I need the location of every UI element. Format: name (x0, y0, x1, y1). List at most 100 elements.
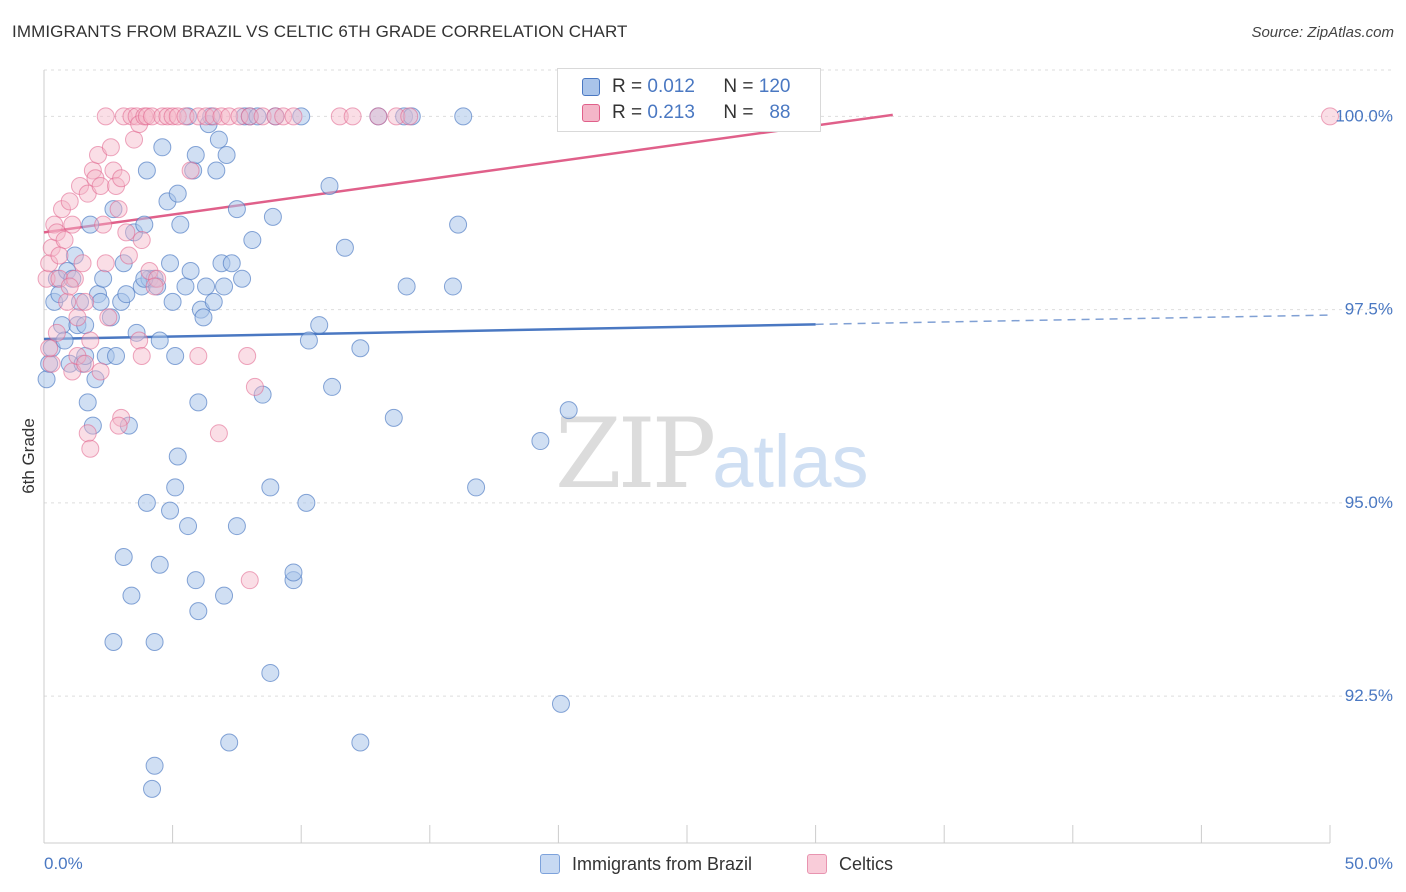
point-celtics (101, 138, 120, 157)
point-brazil (143, 779, 162, 798)
point-celtics (109, 200, 128, 219)
point-brazil (65, 246, 84, 265)
y-tick-label: 100.0% (1335, 106, 1393, 125)
brazil-swatch (582, 78, 600, 96)
point-brazil (81, 215, 100, 234)
point-brazil (443, 277, 462, 296)
point-brazil (209, 130, 228, 149)
axes (43, 70, 1331, 844)
point-celtics (50, 246, 69, 265)
point-celtics (109, 416, 128, 435)
point-brazil (78, 393, 97, 412)
y-axis-title: 6th Grade (19, 418, 38, 494)
point-brazil (114, 547, 133, 566)
point-celtics (94, 215, 113, 234)
brazil-legend-swatch (540, 854, 560, 874)
brazil-r-value: 0.012 (647, 76, 695, 97)
point-brazil (176, 277, 195, 296)
r-label: R = (612, 102, 643, 123)
point-brazil (397, 277, 416, 296)
point-brazil (297, 493, 316, 512)
point-brazil (261, 478, 280, 497)
brazil-n-value: 120 (758, 76, 791, 97)
celtics-r-value: 0.213 (647, 102, 695, 123)
y-tick-label: 95.0% (1345, 493, 1393, 512)
point-brazil (179, 517, 198, 536)
point-celtics (96, 107, 115, 126)
x-tick-label: 0.0% (44, 854, 83, 873)
point-brazil (263, 207, 282, 226)
point-celtics (58, 292, 77, 311)
point-brazil (171, 215, 190, 234)
point-celtics (42, 354, 61, 373)
point-brazil (37, 370, 56, 389)
point-celtics (91, 362, 110, 381)
point-brazil (227, 517, 246, 536)
point-brazil (150, 555, 169, 574)
point-celtics (73, 254, 92, 273)
legend-row-brazil: R = 0.012 N = 120 (582, 76, 790, 98)
point-celtics (284, 107, 303, 126)
point-brazil (94, 269, 113, 288)
point-celtics (50, 269, 69, 288)
point-brazil (104, 200, 123, 219)
point-brazil (261, 663, 280, 682)
point-celtics (238, 347, 257, 366)
point-celtics (63, 215, 82, 234)
trend-dashed-brazil (815, 314, 1331, 326)
point-brazil (197, 277, 216, 296)
point-celtics (181, 161, 200, 180)
watermark-atlas: atlas (712, 420, 869, 503)
legend-item-brazil[interactable]: Immigrants from Brazil (540, 853, 752, 875)
point-celtics (369, 107, 388, 126)
point-celtics (112, 169, 131, 188)
point-celtics (274, 107, 293, 126)
trend-line-brazil (43, 314, 1331, 341)
point-brazil (217, 146, 236, 165)
correlation-legend: R = 0.012 N = 120 R = 0.213 N = 88 (557, 68, 821, 132)
point-brazil (166, 478, 185, 497)
tick-labels: 92.5% 95.0% 97.5% 100.0% 0.0% 50.0% 6th Grade (19, 106, 1393, 873)
legend-item-celtics[interactable]: Celtics (807, 853, 893, 875)
point-celtics (266, 107, 285, 126)
point-celtics (55, 231, 74, 250)
point-celtics (212, 107, 231, 126)
point-brazil (163, 292, 182, 311)
point-brazil (119, 416, 138, 435)
point-brazil (559, 401, 578, 420)
point-celtics (158, 107, 177, 126)
point-celtics (168, 107, 187, 126)
point-celtics (91, 176, 110, 195)
point-celtics (117, 223, 136, 242)
point-celtics (125, 130, 144, 149)
point-brazil (335, 238, 354, 257)
point-brazil (531, 432, 550, 451)
point-celtics (119, 246, 138, 265)
celtics-legend-label: Celtics (839, 853, 894, 874)
point-celtics (387, 107, 406, 126)
point-celtics (197, 107, 216, 126)
point-celtics (245, 377, 264, 396)
n-label: N = (723, 76, 754, 97)
source-label: Source: ZipAtlas.com (1251, 24, 1394, 41)
point-brazil (181, 261, 200, 280)
point-celtics (37, 269, 56, 288)
point-brazil (204, 292, 223, 311)
watermark: ZIPatlas (555, 398, 869, 510)
point-brazil (186, 146, 205, 165)
point-brazil (153, 138, 172, 157)
point-brazil (310, 316, 329, 335)
chart-title: IMMIGRANTS FROM BRAZIL VS CELTIC 6TH GRA… (12, 22, 628, 41)
point-brazil (284, 563, 303, 582)
point-brazil (91, 292, 110, 311)
points-celtics (37, 107, 1339, 590)
point-brazil (215, 586, 234, 605)
trend-solid-brazil (43, 323, 816, 341)
point-celtics (81, 331, 100, 350)
point-brazil (323, 377, 342, 396)
point-brazil (117, 285, 136, 304)
x-tick-label: 50.0% (1345, 854, 1393, 873)
point-brazil (243, 231, 262, 250)
point-celtics (104, 161, 123, 180)
